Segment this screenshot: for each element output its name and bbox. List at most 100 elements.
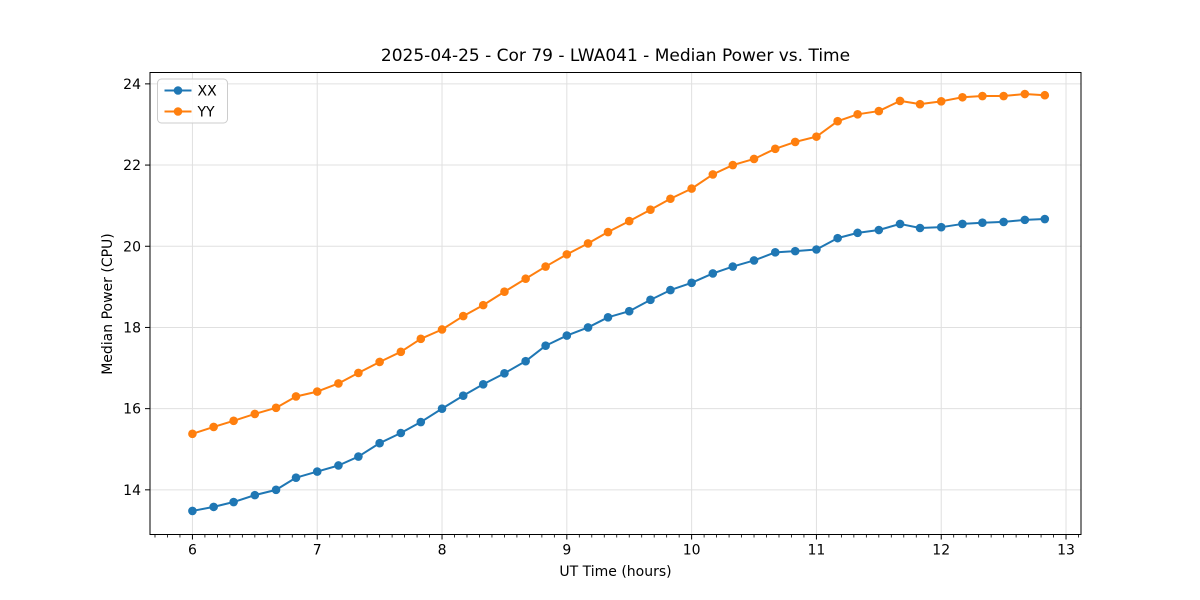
series-XX-marker (895, 219, 905, 229)
series-XX-marker (687, 278, 696, 288)
series-YY-marker (708, 170, 718, 179)
series-XX-marker (541, 341, 550, 351)
series-YY-marker (229, 416, 238, 426)
series-YY-marker (521, 274, 530, 284)
series-XX-marker (646, 295, 655, 305)
series-XX-marker (936, 222, 946, 232)
series-XX-marker (437, 404, 447, 413)
y-tick-label: 16 (123, 402, 141, 418)
series-YY-marker (646, 205, 655, 215)
series-XX-line (192, 218, 1045, 512)
series-YY-marker (728, 160, 738, 170)
series-XX-marker (978, 218, 987, 228)
series-XX-marker (562, 331, 572, 340)
series-YY-marker (500, 287, 509, 297)
series-XX-marker (958, 219, 967, 229)
series-YY (188, 89, 1050, 439)
series-YY-marker (874, 106, 884, 116)
series-XX-marker (915, 223, 925, 233)
series-XX-marker (334, 461, 343, 470)
series-YY-marker (915, 99, 925, 109)
series-YY-marker (978, 91, 987, 101)
series-YY-line (192, 93, 1045, 435)
series-YY-marker (396, 347, 406, 357)
series-YY-marker (583, 239, 593, 248)
series-YY-marker (354, 368, 363, 378)
x-tick-label: 9 (562, 543, 571, 559)
legend-item-yy: YY (164, 105, 215, 121)
series-YY-marker (1020, 89, 1030, 99)
series-YY-marker (770, 144, 780, 154)
y-axis-label: Median Power (CPU) (100, 233, 116, 375)
series-XX-marker (521, 356, 530, 366)
series-YY-marker (334, 379, 343, 388)
series-YY-marker (478, 300, 488, 310)
series-XX-marker (624, 306, 634, 316)
series-XX-marker (583, 323, 593, 332)
series-XX-marker (790, 246, 800, 256)
series-XX-marker (271, 485, 281, 495)
series-XX (188, 214, 1050, 516)
series-YY-marker (541, 262, 550, 271)
series-XX-marker (354, 452, 363, 461)
series-XX-marker (188, 506, 197, 516)
series-XX-marker (250, 490, 260, 500)
series-YY-marker (749, 154, 759, 164)
x-tick-label: 13 (1057, 543, 1075, 559)
series-YY-marker (458, 311, 468, 321)
series-XX-marker (478, 379, 488, 389)
series-XX-marker (458, 391, 468, 400)
series-XX-marker (209, 502, 218, 512)
series-YY-marker (562, 250, 572, 259)
series-XX-marker (708, 269, 718, 278)
x-tick-label: 6 (188, 543, 197, 559)
legend: XX YY (157, 78, 228, 124)
gridlines (150, 72, 1081, 535)
series-XX-marker (874, 225, 884, 235)
series-XX-marker (770, 248, 780, 257)
series-YY-marker (958, 92, 967, 102)
series-XX-marker (396, 428, 406, 438)
series-YY-marker (812, 132, 821, 141)
series-XX-marker (291, 473, 301, 482)
x-tick-label: 7 (313, 543, 322, 559)
series-YY-marker (687, 184, 696, 193)
series-YY-marker (375, 357, 384, 367)
series-YY-marker (250, 409, 260, 419)
series-YY-marker (999, 91, 1008, 101)
series-XX-marker (229, 497, 238, 507)
plot-border (149, 72, 1082, 535)
series-XX-marker (728, 262, 738, 271)
y-tick-label: 18 (123, 320, 141, 336)
x-tick-label: 12 (932, 543, 950, 559)
series-XX-marker (603, 313, 613, 322)
series-YY-marker (895, 96, 905, 106)
legend-box (157, 78, 228, 124)
axis-ticks: 6 7 8 9 10 11 12 13 14 16 18 20 22 24 (123, 77, 1079, 559)
series-YY-marker (188, 429, 197, 439)
series-YY-marker (790, 137, 800, 147)
series-YY-marker (271, 403, 281, 413)
series-YY-marker (666, 194, 675, 204)
series-YY-marker (833, 116, 842, 126)
series-YY-marker (1040, 90, 1050, 100)
chart-title: 2025-04-25 - Cor 79 - LWA041 - Median Po… (380, 46, 851, 66)
series-YY-marker (312, 387, 322, 396)
y-tick-label: 22 (123, 158, 141, 174)
legend-marker-sample (173, 86, 183, 95)
series-YY-marker (936, 97, 946, 106)
series-XX-marker (833, 233, 842, 243)
y-tick-label: 14 (123, 483, 141, 499)
x-tick-label: 8 (438, 543, 447, 559)
legend-item-xx: XX (164, 84, 217, 100)
x-tick-label: 10 (683, 543, 701, 559)
series-XX-marker (853, 228, 862, 238)
series-YY-marker (291, 392, 301, 401)
series-XX-marker (1020, 215, 1030, 225)
series-XX-marker (666, 285, 675, 295)
series-XX-marker (312, 467, 322, 476)
x-tick-label: 11 (808, 543, 826, 559)
series-XX-marker (812, 245, 821, 254)
